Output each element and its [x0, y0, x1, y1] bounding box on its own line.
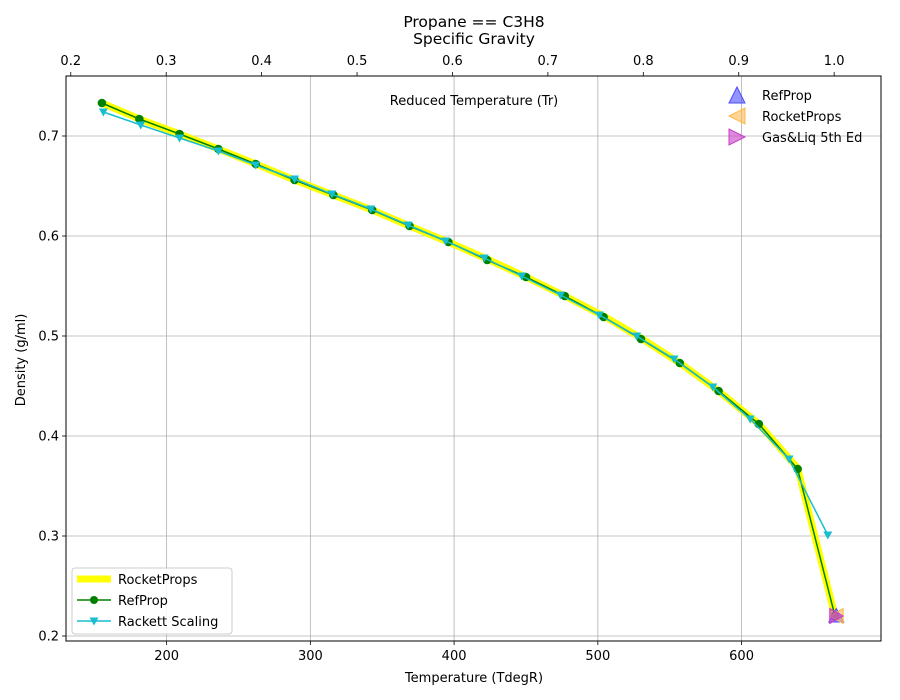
rackett-scaling-point [823, 531, 833, 540]
top-x-tick-label: 1.0 [824, 54, 845, 69]
legend-critical-rocketprops-marker [727, 107, 746, 125]
y-tick-label: 0.7 [38, 130, 59, 145]
rackett-scaling-point [669, 355, 679, 364]
top-x-tick-label: 0.6 [442, 54, 463, 69]
y-tick-label: 0.6 [38, 230, 59, 245]
x-tick-label: 300 [298, 649, 323, 664]
legend-critical-gasliq-label: Gas&Liq 5th Ed [762, 131, 862, 146]
legend-critical-gasliq-marker [728, 128, 747, 146]
x-axis-label: Temperature (TdegR) [404, 671, 543, 686]
chart-title: Propane == C3H8 [403, 13, 544, 31]
legend-rackett-label: Rackett Scaling [118, 615, 218, 630]
rackett-scaling-point [594, 311, 604, 320]
x-tick-label: 400 [442, 649, 467, 664]
rackett-scaling-point [136, 121, 146, 130]
legend-rackett-marker [89, 617, 99, 626]
rackett-scaling-point [98, 108, 108, 117]
y-axis-label: Density (g/ml) [14, 314, 29, 407]
legend-rocketprops-label: RocketProps [118, 573, 198, 588]
plot-frame [65, 75, 882, 642]
top-x-tick-label: 0.5 [347, 54, 368, 69]
rackett-scaling-point [175, 134, 185, 143]
rackett-scaling-point [290, 175, 300, 184]
legend-critical-rocketprops-label: RocketProps [762, 110, 842, 125]
rackett-scaling-line [103, 111, 829, 536]
rackett-scaling-point [632, 332, 642, 341]
top-x-axis-label: Reduced Temperature (Tr) [390, 94, 558, 109]
rackett-scaling-point [251, 161, 261, 170]
legend-refprop-marker [90, 596, 98, 604]
x-tick-label: 500 [585, 649, 610, 664]
rackett-scaling-point [555, 291, 565, 300]
x-tick-label: 600 [729, 649, 754, 664]
top-x-tick-label: 0.4 [251, 54, 272, 69]
legend-series: RocketProps RefProp Rackett Scaling [71, 567, 233, 635]
rackett-scaling-point [479, 254, 489, 263]
rackett-scaling-point [213, 147, 223, 156]
rocketprops-line [100, 99, 839, 617]
x-tick-label: 200 [154, 649, 179, 664]
chart-subtitle: Specific Gravity [413, 30, 535, 48]
top-x-axis: 0.2 0.3 0.4 0.5 0.6 0.7 0.8 0.9 1.0 [60, 54, 844, 76]
top-x-tick-label: 0.8 [633, 54, 654, 69]
critical-point-gas-liq-5th-ed [829, 607, 845, 625]
top-x-tick-label: 0.7 [538, 54, 559, 69]
y-tick-label: 0.5 [38, 330, 59, 345]
rackett-scaling-point [784, 455, 794, 464]
left-y-axis: 0.2 0.3 0.4 0.5 0.6 0.7 [38, 130, 66, 645]
y-tick-label: 0.2 [38, 630, 59, 645]
rackett-scaling-point [440, 237, 450, 246]
legend-critical-refprop-marker [728, 85, 746, 104]
refprop-point [97, 98, 107, 108]
rackett-scaling-point [517, 272, 527, 281]
top-x-tick-label: 0.3 [156, 54, 177, 69]
top-x-tick-label: 0.2 [60, 54, 81, 69]
y-tick-label: 0.4 [38, 430, 59, 445]
bottom-x-axis: 200 300 400 500 600 [154, 641, 754, 664]
legend-critical-points: RefProp RocketProps Gas&Liq 5th Ed [727, 85, 862, 146]
rackett-scaling-point [708, 383, 718, 392]
rackett-scaling-point [366, 205, 376, 214]
series-layer [97, 98, 845, 625]
legend-refprop-label: RefProp [118, 594, 168, 609]
refprop-line [101, 102, 836, 617]
top-x-tick-label: 0.9 [728, 54, 749, 69]
rackett-scaling-point [745, 415, 755, 424]
y-tick-label: 0.3 [38, 530, 59, 545]
legend-series-box [71, 567, 233, 635]
grid [66, 76, 881, 641]
refprop-point [135, 114, 144, 124]
legend-critical-refprop-label: RefProp [762, 89, 812, 104]
rackett-scaling-point [403, 221, 413, 230]
rackett-scaling-point [327, 190, 337, 199]
